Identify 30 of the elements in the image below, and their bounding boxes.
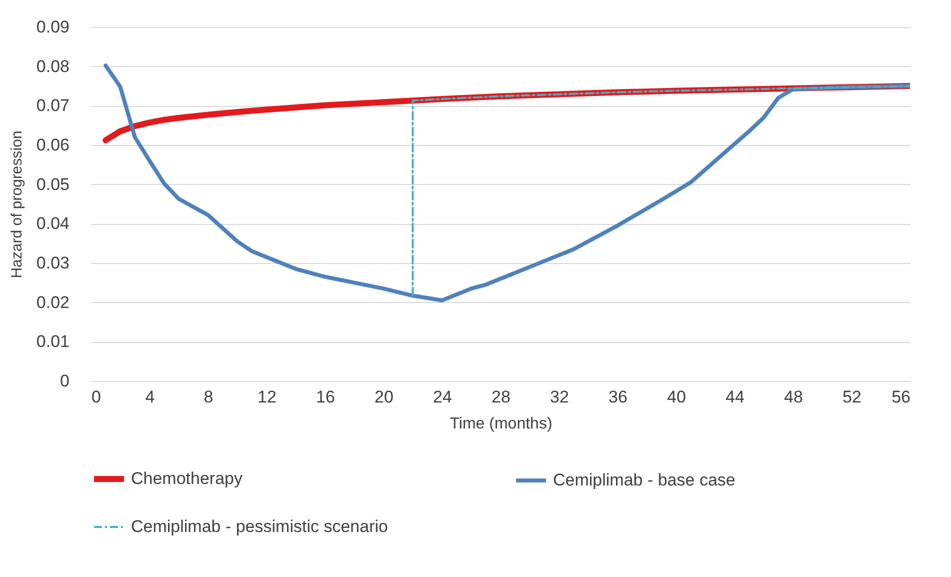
x-tick-label: 8 [204,388,214,406]
x-tick-label: 56 [892,388,910,406]
legend-label: Cemiplimab - pessimistic scenario [131,517,388,536]
y-tick-label: 0.01 [36,332,70,352]
x-tick-label: 44 [726,388,744,406]
x-tick-label: 32 [550,388,569,406]
x-tick-label: 16 [316,388,335,406]
y-axis-title: Hazard of progression [8,130,26,278]
y-tick-label: 0 [60,372,70,390]
legend-label: Chemotherapy [131,469,244,488]
x-tick-label: 0 [92,388,101,406]
y-tick-label: 0.07 [36,96,70,116]
y-tick-label: 0.03 [36,254,70,272]
x-tick-label: 36 [608,388,628,406]
y-tick-label: 0.06 [36,136,70,154]
x-axis-title: Time (months) [450,416,552,432]
x-tick-label: 40 [667,388,686,406]
y-tick-label: 0.02 [36,292,70,312]
y-tick-label: 0.05 [36,174,70,194]
x-tick-label: 12 [258,388,276,406]
x-tick-label: 20 [374,388,394,406]
y-tick-label: 0.04 [36,214,70,234]
legend-label: Cemiplimab - base case [553,470,736,490]
y-tick-label: 0.08 [36,56,70,76]
x-tick-label: 28 [492,388,510,406]
x-tick-label: 52 [842,388,862,406]
x-tick-label: 4 [145,388,155,406]
x-tick-label: 48 [784,388,803,406]
y-tick-label: 0.09 [36,18,70,36]
x-tick-label: 24 [433,388,452,406]
